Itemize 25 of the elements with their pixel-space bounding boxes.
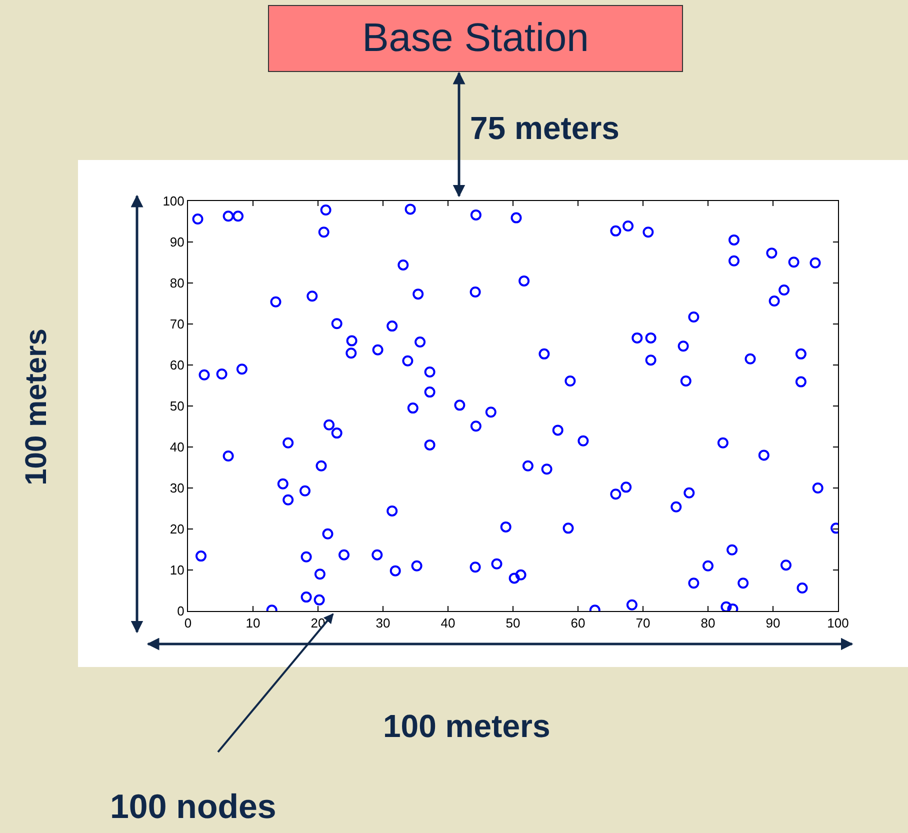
x-tick-label: 60 bbox=[570, 616, 586, 631]
y-tick-label: 40 bbox=[170, 440, 184, 455]
text: 75 meters bbox=[470, 110, 620, 147]
y-tick-label: 0 bbox=[177, 604, 184, 619]
text: 100 nodes bbox=[110, 788, 276, 827]
y-tick-label: 50 bbox=[170, 398, 184, 414]
x-tick-label: 50 bbox=[506, 616, 520, 631]
y-tick-label: 10 bbox=[170, 562, 184, 578]
text: Base Station bbox=[268, 5, 683, 72]
x-tick-label: 100 bbox=[827, 616, 849, 631]
text: 100 meters bbox=[20, 328, 54, 488]
y-tick-label: 70 bbox=[170, 316, 184, 332]
x-tick-label: 90 bbox=[766, 616, 780, 631]
y-tick-label: 60 bbox=[170, 358, 184, 373]
x-tick-label: 40 bbox=[440, 616, 456, 631]
x-tick-label: 80 bbox=[700, 616, 716, 631]
y-tick-label: 30 bbox=[170, 480, 184, 496]
y-tick-label: 90 bbox=[170, 234, 184, 250]
y-tick-label: 80 bbox=[170, 276, 184, 291]
y-tick-label: 100 bbox=[162, 194, 184, 209]
x-tick-label: 30 bbox=[376, 616, 390, 631]
text: 100 meters bbox=[383, 708, 550, 745]
x-tick-label: 10 bbox=[246, 616, 260, 631]
x-tick-label: 70 bbox=[636, 616, 650, 631]
y-tick-label: 20 bbox=[170, 522, 184, 537]
